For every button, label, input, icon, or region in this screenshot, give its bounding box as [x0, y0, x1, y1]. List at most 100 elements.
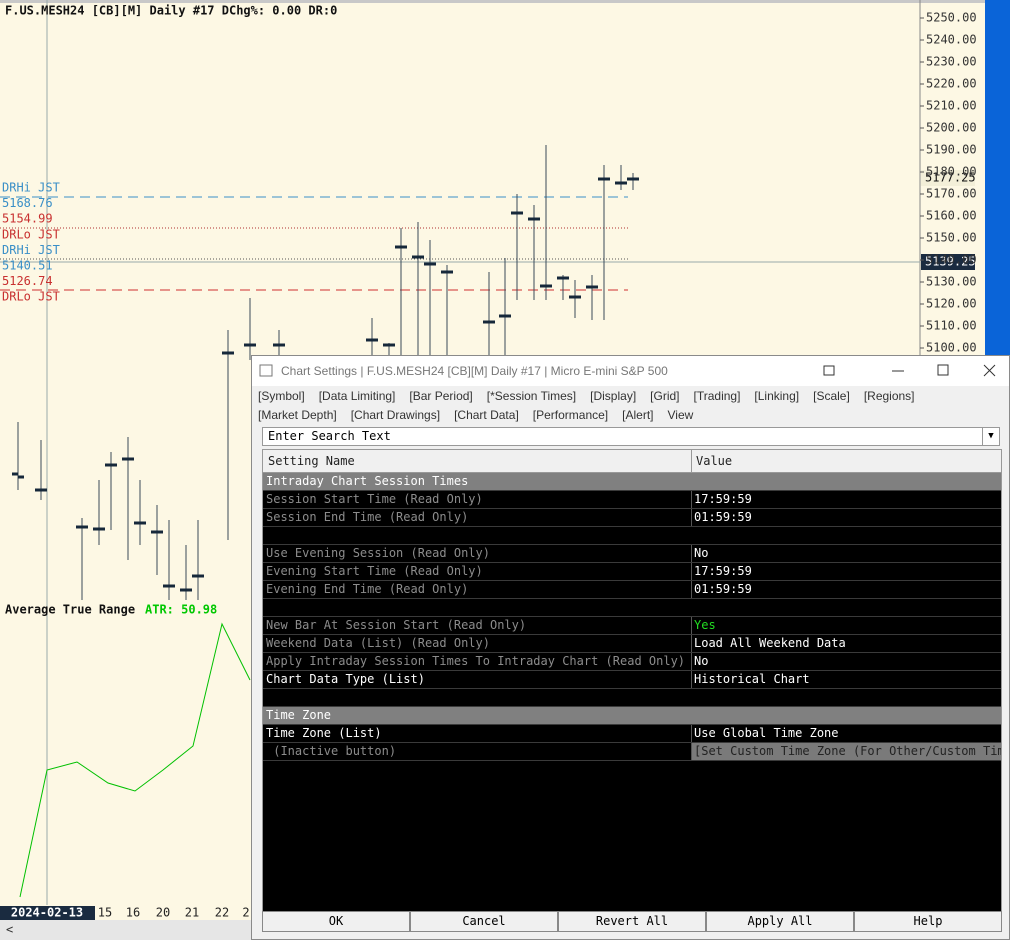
blank-row	[263, 689, 1001, 707]
scroll-left[interactable]: <	[6, 923, 13, 937]
setting-value: Yes	[694, 618, 716, 632]
setting-name: Evening Start Time (Read Only)	[266, 564, 483, 578]
setting-name: Session Start Time (Read Only)	[266, 492, 483, 506]
dialog-title: Chart Settings | F.US.MESH24 [CB][M] Dai…	[281, 364, 668, 378]
price-label: 5130.00	[926, 275, 977, 289]
price-label: 5160.00	[926, 209, 977, 223]
divider	[691, 509, 692, 526]
setting-name: Weekend Data (List) (Read Only)	[266, 636, 490, 650]
tab[interactable]: [Performance]	[532, 408, 609, 422]
setting-row[interactable]: Weekend Data (List) (Read Only) Load All …	[263, 635, 1001, 653]
line-label: DRLo JST	[2, 290, 60, 304]
setting-value: No	[694, 546, 709, 560]
divider	[691, 671, 692, 688]
divider	[691, 635, 692, 652]
line-label: DRHi JST	[2, 243, 60, 257]
setting-value: Historical Chart	[694, 672, 810, 686]
divider	[691, 743, 692, 760]
dialog-button[interactable]: Apply All	[706, 911, 854, 932]
price-label: 5210.00	[926, 99, 977, 113]
setting-row[interactable]: Chart Data Type (List) Historical Chart	[263, 671, 1001, 689]
tab[interactable]: [Chart Drawings]	[350, 408, 441, 422]
tab[interactable]: [Bar Period]	[409, 389, 473, 403]
setting-name: Session End Time (Read Only)	[266, 510, 469, 524]
date-label: 15	[98, 906, 112, 920]
price-label: 5150.00	[926, 231, 977, 245]
setting-name: (Inactive button)	[266, 744, 397, 758]
setting-row[interactable]: (Inactive button) [Set Custom Time Zone (…	[263, 743, 1001, 761]
tab[interactable]: [Display]	[590, 389, 637, 403]
price-label: 5190.00	[926, 143, 977, 157]
setting-row[interactable]: Apply Intraday Session Times To Intraday…	[263, 653, 1001, 671]
cursor-price: 5139.25	[925, 255, 976, 269]
tab[interactable]: [Scale]	[813, 389, 850, 403]
line-label: DRLo JST	[2, 227, 60, 241]
setting-row[interactable]: Session End Time (Read Only) 01:59:59	[263, 509, 1001, 527]
dialog-button[interactable]: Revert All	[558, 911, 706, 932]
dialog-button[interactable]: Cancel	[410, 911, 558, 932]
dialog-button[interactable]: OK	[262, 911, 410, 932]
search-box[interactable]: Enter Search Text ▼	[262, 427, 1000, 446]
setting-value: 17:59:59	[694, 564, 752, 578]
divider	[691, 545, 692, 562]
line-label: 5126.74	[2, 274, 53, 288]
price-label: 5120.00	[926, 297, 977, 311]
setting-value: 01:59:59	[694, 510, 752, 524]
tab[interactable]: View	[667, 408, 694, 422]
divider	[691, 491, 692, 508]
tab[interactable]: [Market Depth]	[258, 408, 337, 422]
setting-value: No	[694, 654, 709, 668]
column-header: Setting Name	[268, 454, 355, 468]
tab[interactable]: [*Session Times]	[486, 389, 577, 403]
desktop	[985, 0, 1010, 355]
study-value: ATR: 50.98	[145, 603, 217, 617]
settings-table: Setting Name Value Intraday Chart Sessio…	[262, 449, 1002, 913]
dropdown-arrow[interactable]: ▼	[982, 428, 999, 445]
title-icons	[259, 364, 996, 377]
line-label: 5140.51	[2, 259, 53, 273]
divider	[691, 725, 692, 742]
tab[interactable]: [Chart Data]	[454, 408, 519, 422]
atr-line	[19, 622, 251, 898]
table-header: Setting Name Value	[263, 450, 1001, 473]
setting-name: New Bar At Session Start (Read Only)	[266, 618, 527, 632]
tab[interactable]: [Linking]	[754, 389, 800, 403]
price-label: 5140.00	[926, 253, 977, 267]
section-row: Time Zone	[263, 707, 1001, 725]
tab-row: [Market Depth] [Chart Drawings] [Chart Dat…	[258, 408, 693, 422]
price-label: 5180.00	[926, 165, 977, 179]
setting-row[interactable]: Evening Start Time (Read Only) 17:59:59	[263, 563, 1001, 581]
price-label: 5170.00	[926, 187, 977, 201]
cursor-price-box	[921, 254, 975, 270]
app-icon	[259, 364, 273, 377]
tab[interactable]: [Symbol]	[258, 389, 305, 403]
date-label: 21	[185, 906, 199, 920]
tab[interactable]: [Grid]	[650, 389, 680, 403]
pin-icon[interactable]	[823, 365, 835, 376]
title-bar: Chart Settings | F.US.MESH24 [CB][M] Dai…	[252, 356, 1009, 386]
price-label: 5250.00	[926, 11, 977, 25]
date-label: 20	[156, 906, 170, 920]
tab[interactable]: [Trading]	[693, 389, 741, 403]
search-placeholder: Enter Search Text	[268, 429, 391, 443]
tab[interactable]: [Regions]	[863, 389, 915, 403]
settings-dialog: Chart Settings | F.US.MESH24 [CB][M] Dai…	[251, 355, 1010, 940]
setting-row[interactable]: New Bar At Session Start (Read Only) Yes	[263, 617, 1001, 635]
setting-value: [Set Custom Time Zone (For Other/Custom …	[692, 743, 1002, 760]
close[interactable]	[983, 364, 996, 377]
maximize[interactable]	[937, 364, 949, 376]
date-highlight	[0, 906, 95, 920]
setting-name: Apply Intraday Session Times To Intraday…	[266, 654, 686, 668]
divider	[691, 563, 692, 580]
setting-row[interactable]: Time Zone (List) Use Global Time Zone	[263, 725, 1001, 743]
dialog-button[interactable]: Help	[854, 911, 1002, 932]
setting-value: Use Global Time Zone	[694, 726, 839, 740]
line-label: 5168.76	[2, 196, 53, 210]
tab[interactable]: [Data Limiting]	[318, 389, 396, 403]
last-price-box	[921, 170, 975, 186]
setting-row[interactable]: Session Start Time (Read Only) 17:59:59	[263, 491, 1001, 509]
tab[interactable]: [Alert]	[622, 408, 654, 422]
setting-row[interactable]: Evening End Time (Read Only) 01:59:59	[263, 581, 1001, 599]
setting-row[interactable]: Use Evening Session (Read Only) No	[263, 545, 1001, 563]
